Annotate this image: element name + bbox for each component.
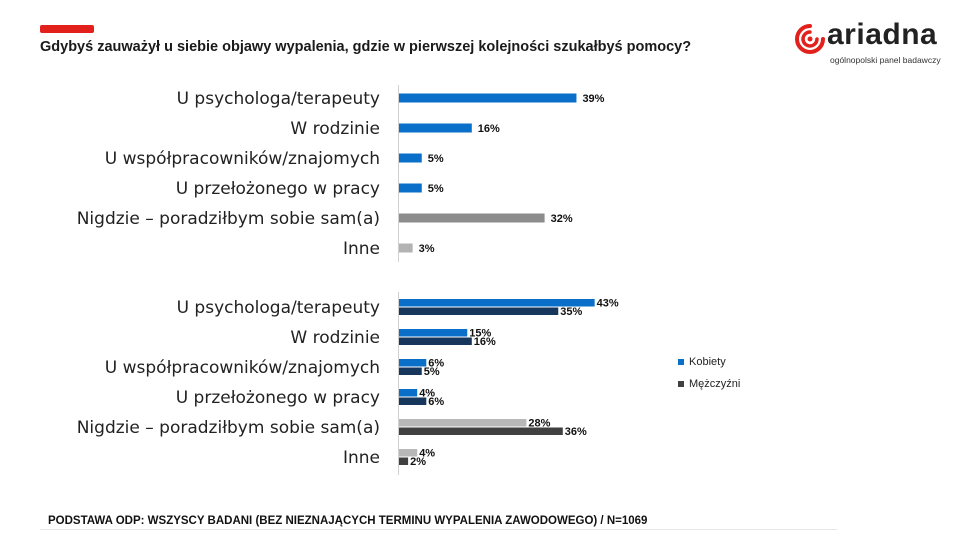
data-label: 32%	[551, 213, 573, 225]
data-label: 43%	[597, 298, 619, 310]
data-label: 16%	[478, 123, 500, 135]
brand-logo: ariadna ogólnopolski panel badawczy	[793, 18, 943, 72]
data-label: 15%	[469, 328, 491, 340]
logo-tagline: ogólnopolski panel badawczy	[830, 55, 941, 65]
bar	[399, 153, 422, 163]
legend-label-kobiety: Kobiety	[689, 355, 726, 368]
footer-note: PODSTAWA ODP: WSZYSCY BADANI (BEZ NIEZNA…	[48, 515, 648, 527]
legend: Kobiety Mężczyźni	[678, 355, 740, 399]
category-label: U przełożonego w pracy	[176, 179, 380, 199]
logo-spiral-icon	[795, 24, 825, 54]
chart-by-gender: U psychologa/terapeuty 43% 35% W rodzinie 15…	[77, 298, 619, 469]
chart-total: U psychologa/terapeuty 39% W rodzinie 16% U …	[77, 89, 605, 259]
bar	[399, 243, 413, 253]
category-label: W rodzinie	[290, 328, 380, 348]
bar-mezczyzni	[399, 457, 409, 465]
bar	[399, 93, 577, 103]
data-label: 39%	[582, 93, 604, 105]
data-label: 4%	[419, 448, 435, 460]
bar	[399, 123, 472, 133]
bar-kobiety	[399, 329, 468, 337]
logo-wordmark: ariadna	[827, 18, 938, 51]
bar-kobiety	[399, 419, 527, 427]
legend-item-mezczyzni: Mężczyźni	[678, 377, 740, 390]
category-label: U psychologa/terapeuty	[177, 298, 380, 318]
bar-kobiety	[399, 389, 418, 397]
bar-mezczyzni	[399, 397, 427, 405]
bar-mezczyzni	[399, 307, 559, 315]
bar	[399, 183, 422, 193]
data-label: 2%	[410, 456, 426, 468]
category-label: Inne	[343, 448, 380, 468]
bar	[399, 213, 545, 223]
legend-item-kobiety: Kobiety	[678, 355, 740, 368]
category-label: Nigdzie – poradziłbym sobie sam(a)	[77, 209, 380, 229]
data-label: 35%	[560, 306, 582, 318]
category-label: U psychologa/terapeuty	[177, 89, 380, 109]
legend-label-mezczyzni: Mężczyźni	[689, 377, 741, 390]
page-title: Gdybyś zauważył u siebie objawy wypaleni…	[40, 39, 692, 55]
bar-mezczyzni	[399, 427, 563, 435]
category-label: U współpracowników/znajomych	[105, 149, 380, 169]
data-label: 5%	[424, 366, 440, 378]
data-label: 5%	[428, 183, 444, 195]
data-label: 4%	[419, 388, 435, 400]
category-label: U przełożonego w pracy	[176, 388, 380, 408]
category-label: Inne	[343, 239, 380, 259]
data-label: 6%	[428, 396, 444, 408]
data-label: 28%	[528, 418, 550, 430]
data-label: 36%	[565, 426, 587, 438]
category-label: W rodzinie	[290, 119, 380, 139]
bar-mezczyzni	[399, 367, 422, 375]
legend-swatch-mezczyzni	[678, 380, 684, 387]
bar-kobiety	[399, 449, 418, 457]
category-label: U współpracowników/znajomych	[105, 358, 380, 378]
legend-swatch-kobiety	[678, 358, 684, 365]
data-label: 6%	[428, 358, 444, 370]
bar-kobiety	[399, 359, 427, 367]
data-label: 3%	[419, 243, 435, 255]
data-label: 16%	[474, 336, 496, 348]
bar-kobiety	[399, 299, 595, 307]
footer-divider	[40, 529, 837, 530]
accent-bar	[40, 25, 94, 33]
data-label: 5%	[428, 153, 444, 165]
bar-mezczyzni	[399, 337, 472, 345]
category-label: Nigdzie – poradziłbym sobie sam(a)	[77, 418, 380, 438]
